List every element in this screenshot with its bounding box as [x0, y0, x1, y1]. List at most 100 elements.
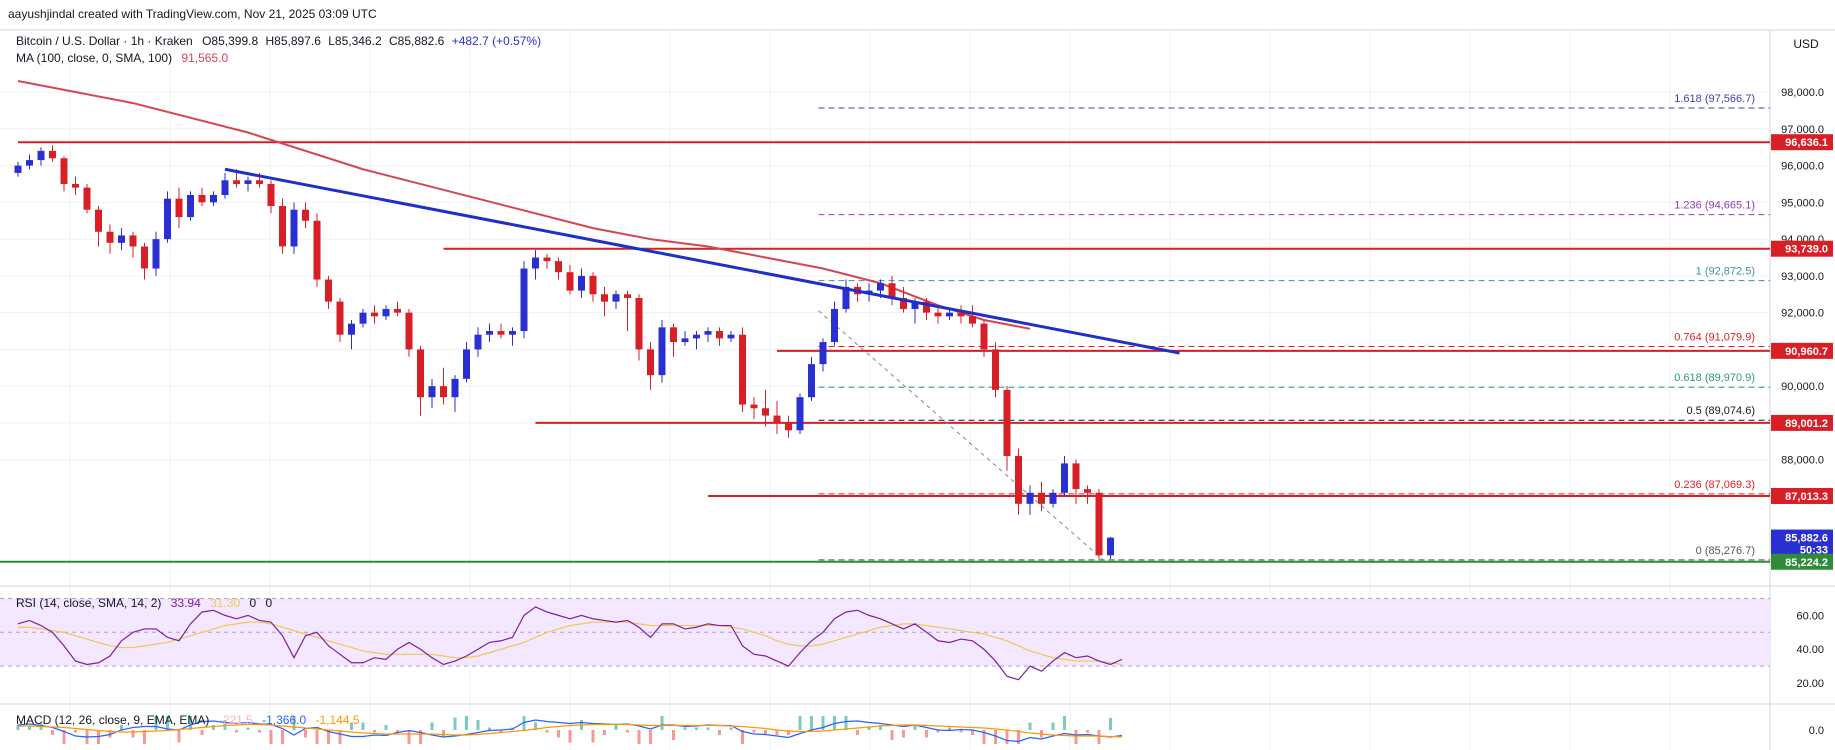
candle-body: [900, 297, 907, 309]
ohlc-open: 85,399.8: [211, 34, 258, 48]
candle-body: [934, 312, 942, 317]
candle-body: [647, 349, 654, 376]
candle-body: [1095, 492, 1103, 556]
candle-body: [578, 275, 585, 291]
price-tag-bg: [1771, 487, 1833, 504]
candle-body: [486, 331, 493, 335]
candle-body: [267, 183, 275, 207]
trendline-line: [224, 167, 1180, 355]
candle-body: [566, 272, 574, 291]
candle-body: [704, 331, 712, 335]
macd-hist-bar: [131, 730, 135, 738]
candle-body: [785, 422, 792, 431]
candle-body: [1084, 489, 1091, 493]
macd-legend[interactable]: MACD (12, 26, close, 9, EMA, EMA) -221.5…: [16, 713, 360, 727]
fib-ratio: 1.618: [1674, 93, 1705, 105]
candle-body: [198, 195, 206, 203]
rsi-pane: 60.00 40.00 20.00: [0, 585, 1835, 690]
macd-hist-value: -221.5: [219, 713, 253, 727]
candle-body: [727, 334, 735, 339]
fib-label: 1.618 (97,566.7): [1674, 93, 1755, 105]
macd-hist-bar: [614, 725, 618, 730]
candle-body: [520, 268, 528, 332]
candle-body: [221, 180, 229, 195]
macd-hist-bar: [695, 727, 698, 730]
fib-label: 0.764 (91,079.9): [1674, 331, 1755, 343]
macd-hist-bar: [350, 722, 353, 730]
price-tick-label: 96,000.0: [1781, 161, 1824, 173]
price-tag-value: 89,001.2: [1785, 418, 1828, 430]
macd-hist-bar: [591, 730, 595, 743]
fib-price: (94,665.1): [1705, 200, 1755, 212]
macd-hist-bar: [28, 726, 31, 730]
candle-body: [175, 198, 183, 218]
candle-body: [417, 349, 424, 398]
macd-hist-bar: [741, 730, 744, 744]
macd-hist-bar: [120, 725, 123, 730]
currency-label[interactable]: USD: [1793, 37, 1819, 51]
macd-hist-bar: [890, 730, 894, 740]
candle-body: [796, 397, 804, 431]
macd-hist-bar: [430, 722, 434, 730]
price-tag-bg: [1771, 240, 1833, 257]
candle-body: [957, 312, 965, 317]
macd-hist-bar: [1051, 722, 1055, 730]
macd-hist-bar: [913, 725, 917, 730]
macd-hist-bar: [683, 727, 687, 730]
price-tick-label: 92,000.0: [1781, 308, 1824, 320]
macd-hist-bar: [315, 730, 319, 744]
macd-hist-bar: [775, 730, 779, 735]
candle-body: [290, 209, 298, 247]
fib-ratio: 1.236: [1674, 200, 1705, 212]
fib-retracement[interactable]: 1.618 (97,566.7) 1.236 (94,665.1) 1 (92,87…: [818, 93, 1771, 563]
price-tag-bg: [1771, 134, 1833, 151]
candle-body: [658, 327, 666, 376]
fib-diagonal: [818, 310, 1106, 563]
candle-body: [762, 408, 769, 416]
macd-hist-bar: [453, 717, 457, 730]
macd-hist-bar: [798, 716, 802, 730]
candle-body: [95, 209, 102, 232]
candle-body: [532, 257, 539, 269]
trendline[interactable]: [224, 167, 1180, 355]
candle-body: [141, 246, 148, 269]
macd-hist-bar: [649, 730, 652, 744]
macd-hist-bar: [1086, 730, 1089, 733]
candle-body: [946, 312, 953, 317]
candle-body: [394, 308, 401, 313]
macd-hist-bar: [1017, 730, 1020, 744]
candle-body: [543, 257, 551, 262]
macd-line: [17, 719, 1123, 743]
macd-hist-bar: [902, 730, 905, 738]
rsi-value: 33.94: [171, 596, 201, 610]
fib-price: (97,566.7): [1705, 93, 1755, 105]
macd-hist-bar: [476, 720, 480, 730]
candle-body: [83, 187, 91, 210]
candle-body: [888, 283, 896, 298]
candle-body: [210, 195, 217, 203]
macd-hist-bar: [407, 730, 411, 744]
macd-hist-bar: [1005, 730, 1009, 744]
rsi-legend[interactable]: RSI (14, close, SMA, 14, 2) 33.94 31.30 …: [16, 596, 273, 610]
price-tag-value: 96,636.1: [1785, 137, 1828, 149]
candle-body: [808, 364, 815, 398]
price-tick-label: 98,000.0: [1781, 87, 1824, 99]
macd-hist-bar: [396, 730, 399, 733]
fib-label: 0.618 (89,970.9): [1674, 372, 1755, 384]
candle-body: [336, 301, 344, 335]
candle-body: [359, 312, 367, 324]
macd-hist-bar: [706, 727, 710, 730]
macd-tick-label: 0.0: [1809, 725, 1824, 737]
macd-value: -1,366.0: [262, 713, 306, 727]
macd-hist-bar: [200, 730, 204, 735]
price-tick-label: 95,000.0: [1781, 197, 1824, 209]
macd-hist-bar: [959, 730, 963, 733]
candle-body: [670, 327, 677, 343]
price-tag-bg: [1771, 553, 1833, 570]
macd-hist-bar: [637, 730, 641, 744]
price-tick-label: 97,000.0: [1781, 124, 1824, 136]
macd-hist-bar: [534, 722, 537, 730]
ma-legend[interactable]: MA (100, close, 0, SMA, 100) 91,565.0: [16, 51, 228, 65]
macd-hist-bar: [108, 730, 112, 738]
